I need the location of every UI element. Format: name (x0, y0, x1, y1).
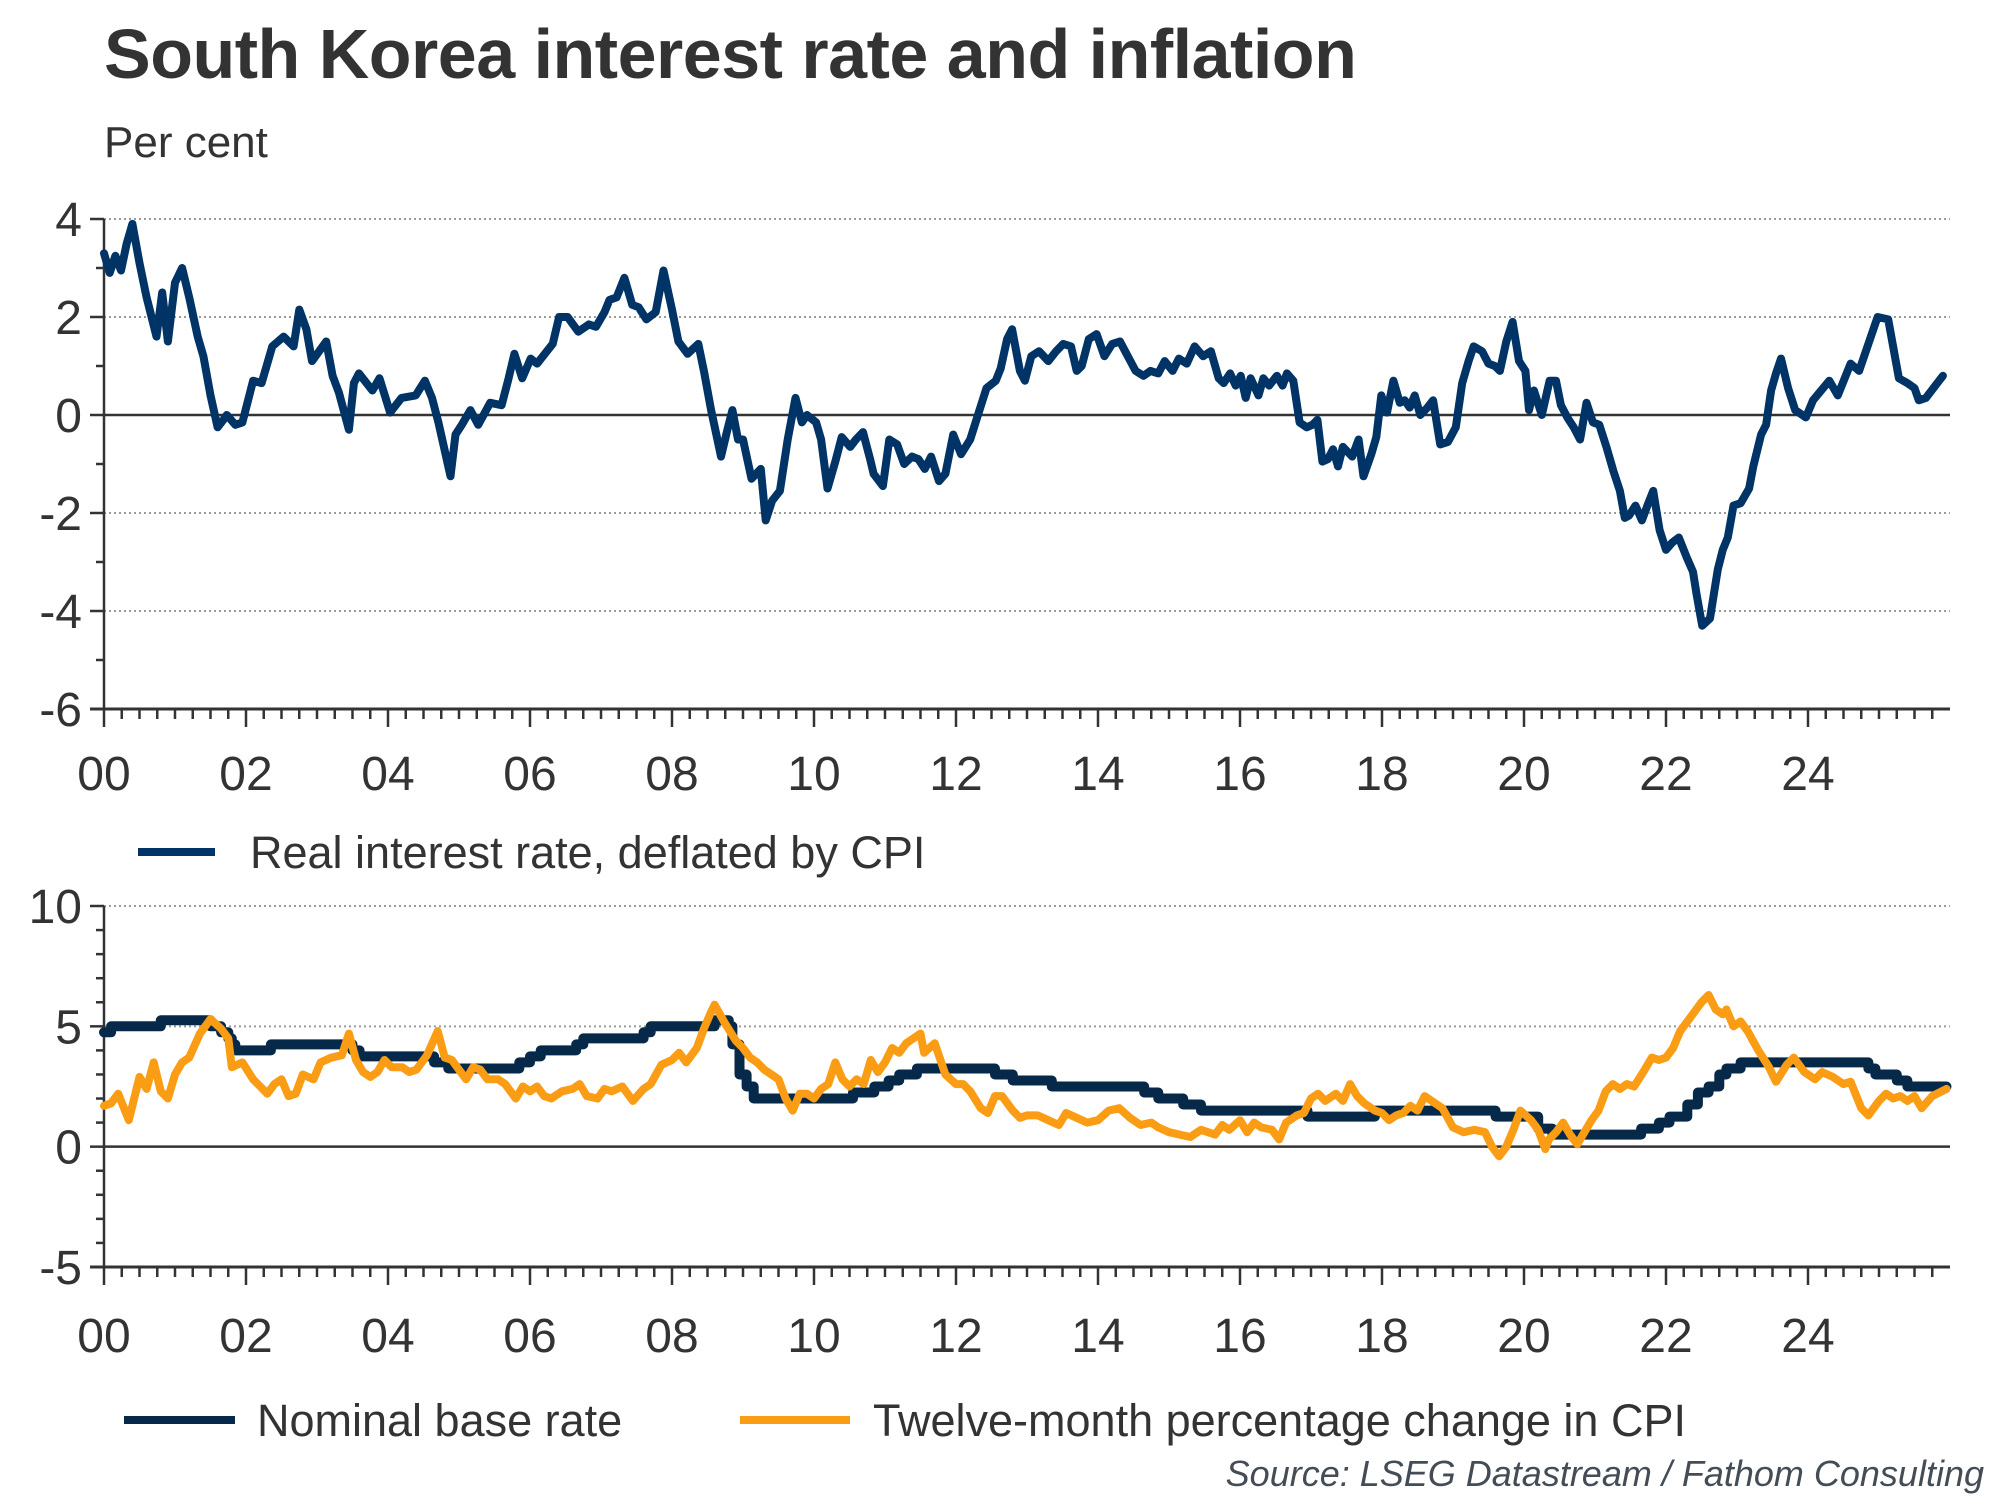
chart-subtitle: Per cent (104, 118, 268, 167)
x-tick-label: 18 (1355, 748, 1408, 801)
x-tick-label: 16 (1213, 1310, 1266, 1363)
series-line-nominal-base-rate (99, 1015, 1952, 1140)
x-tick-label: 24 (1781, 748, 1834, 801)
legend-label-nominal-rate: Nominal base rate (257, 1395, 622, 1446)
legend-label-cpi: Twelve-month percentage change in CPI (873, 1395, 1686, 1446)
x-tick-label: 14 (1071, 748, 1124, 801)
y-tick-label: 10 (29, 881, 82, 934)
x-tick-label: 02 (219, 748, 272, 801)
x-tick-label: 16 (1213, 748, 1266, 801)
x-tick-label: 04 (361, 1310, 414, 1363)
chart-title: South Korea interest rate and inflation (104, 15, 1357, 93)
x-tick-label: 00 (77, 748, 130, 801)
x-tick-label: 22 (1639, 748, 1692, 801)
top-legend: Real interest rate, deflated by CPI (138, 827, 925, 878)
source-note: Source: LSEG Datastream / Fathom Consult… (1226, 1453, 1984, 1494)
y-tick-label: -4 (39, 586, 82, 639)
y-tick-label: -6 (39, 684, 82, 737)
bottom-legend: Nominal base rate Twelve-month percentag… (124, 1395, 1686, 1446)
x-tick-label: 10 (787, 748, 840, 801)
series-line-twelve-month-percentage-change-in-cpi (100, 991, 1951, 1161)
x-tick-label: 04 (361, 748, 414, 801)
x-tick-label: 08 (645, 748, 698, 801)
x-tick-label: 02 (219, 1310, 272, 1363)
x-tick-label: 10 (787, 1310, 840, 1363)
x-tick-label: 20 (1497, 748, 1550, 801)
y-tick-label: -5 (39, 1242, 82, 1295)
x-tick-label: 12 (929, 748, 982, 801)
y-tick-label: 4 (55, 194, 82, 247)
series-line-real-interest-rate-deflated-by-cpi (100, 219, 1947, 630)
y-tick-label: 0 (55, 390, 82, 443)
x-tick-label: 24 (1781, 1310, 1834, 1363)
x-tick-label: 18 (1355, 1310, 1408, 1363)
x-tick-label: 00 (77, 1310, 130, 1363)
x-tick-label: 14 (1071, 1310, 1124, 1363)
legend-label-real-rate: Real interest rate, deflated by CPI (250, 827, 925, 878)
bottom-panel: -5 0 5 10 00 02 04 06 08 10 12 14 16 18 20 22 24 (29, 881, 1952, 1363)
y-tick-label: -2 (39, 488, 82, 541)
x-tick-label: 08 (645, 1310, 698, 1363)
x-tick-label: 22 (1639, 1310, 1692, 1363)
y-tick-label: 5 (55, 1001, 82, 1054)
y-tick-label: 2 (55, 292, 82, 345)
x-tick-label: 06 (503, 748, 556, 801)
x-tick-label: 12 (929, 1310, 982, 1363)
x-tick-label: 06 (503, 1310, 556, 1363)
y-tick-label: 0 (55, 1122, 82, 1175)
x-tick-label: 20 (1497, 1310, 1550, 1363)
